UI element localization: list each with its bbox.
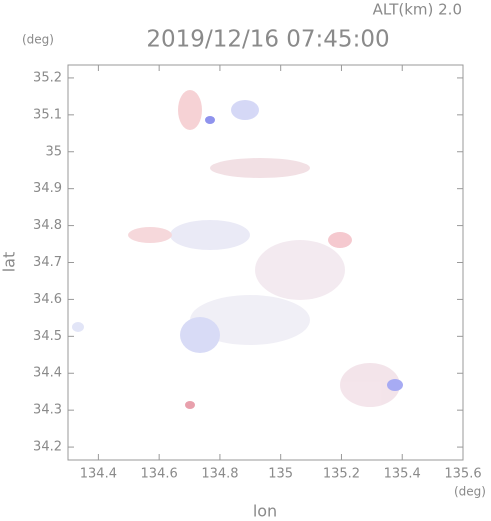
y-tick-label: 34.2 — [33, 440, 62, 455]
x-tick-label: 135.6 — [444, 467, 481, 482]
y-unit: (deg) — [22, 33, 54, 47]
x-axis-label: lon — [253, 502, 277, 521]
radar-echoes — [72, 90, 403, 409]
y-axis-label: lat — [0, 252, 19, 273]
x-unit: (deg) — [454, 485, 486, 499]
y-tick-label: 35.1 — [33, 107, 62, 122]
y-tick-label: 34.7 — [33, 255, 62, 270]
y-tick-label: 34.3 — [33, 403, 62, 418]
x-tick-label: 134.8 — [201, 467, 238, 482]
y-tick-label: 34.9 — [33, 181, 62, 196]
x-tick-label: 135.4 — [384, 467, 421, 482]
x-tick-label: 135.2 — [323, 467, 360, 482]
y-tick-label: 34.8 — [33, 218, 62, 233]
x-tick-label: 134.6 — [141, 467, 178, 482]
y-tick-label: 35.2 — [33, 70, 62, 85]
x-tick-label: 134.4 — [80, 467, 117, 482]
y-tick-label: 34.4 — [33, 366, 62, 381]
x-tick-label: 135 — [268, 467, 293, 482]
chart-title: 2019/12/16 07:45:00 — [146, 27, 389, 53]
y-tick-label: 35 — [45, 144, 62, 159]
altitude-label: ALT(km) 2.0 — [373, 1, 462, 19]
y-tick-label: 34.5 — [33, 329, 62, 344]
y-tick-label: 34.6 — [33, 292, 62, 307]
